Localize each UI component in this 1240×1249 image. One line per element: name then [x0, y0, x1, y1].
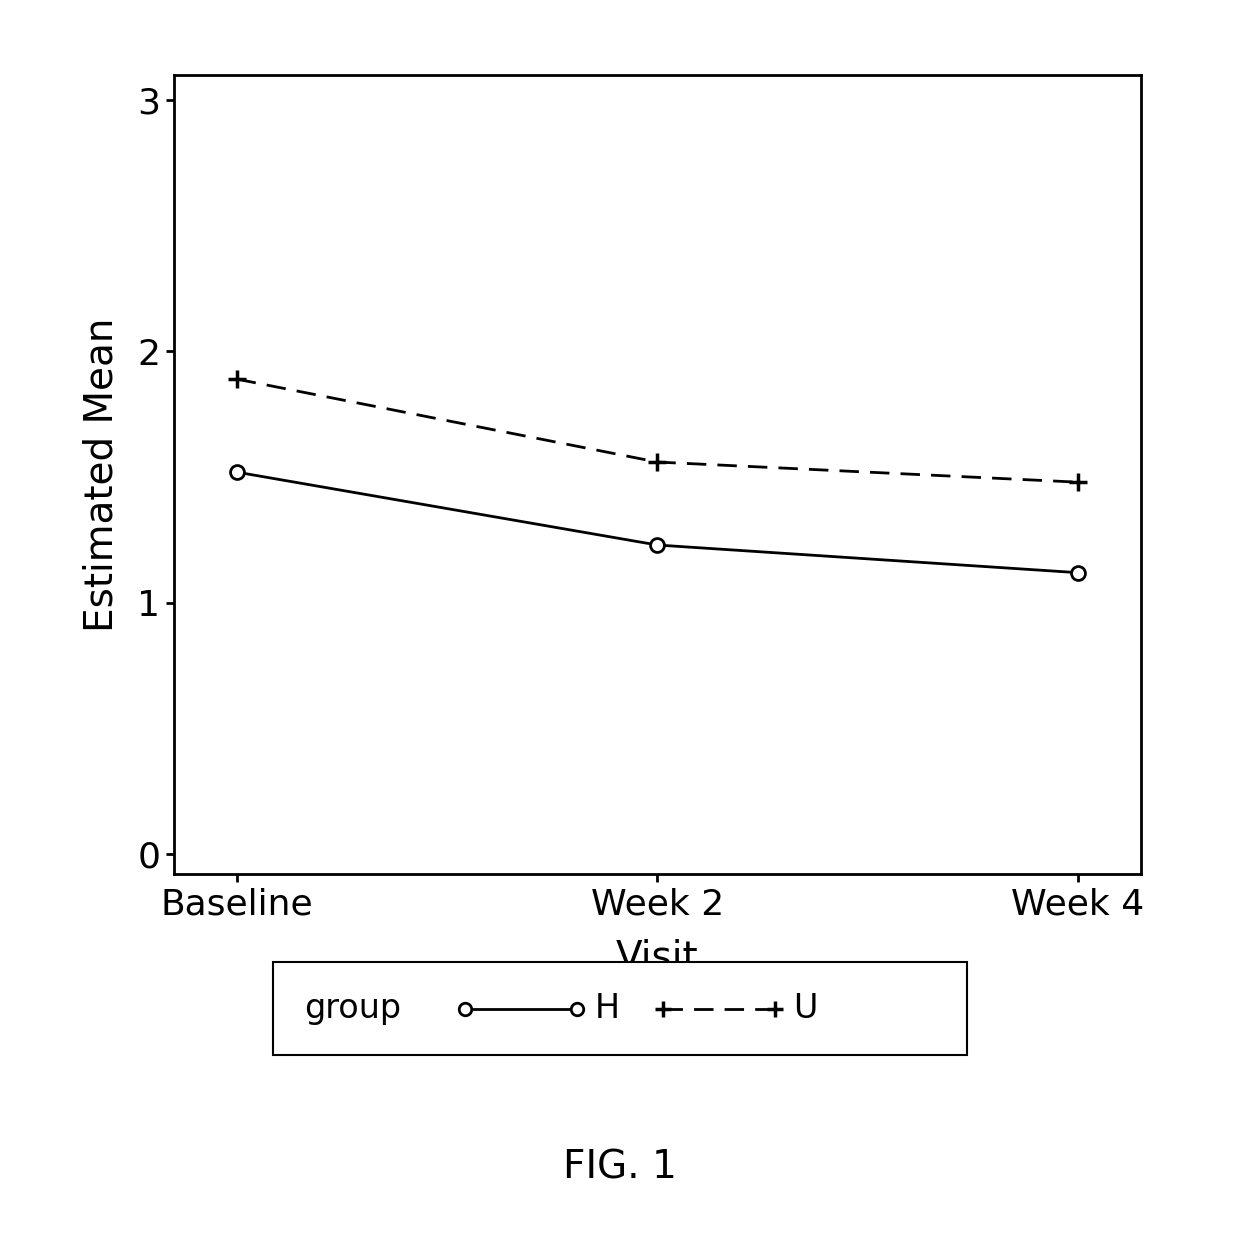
Y-axis label: Estimated Mean: Estimated Mean	[83, 317, 120, 632]
Text: U: U	[794, 992, 818, 1025]
X-axis label: Visit: Visit	[616, 938, 698, 977]
Text: H: H	[595, 992, 620, 1025]
Text: group: group	[304, 992, 401, 1025]
Text: FIG. 1: FIG. 1	[563, 1149, 677, 1187]
